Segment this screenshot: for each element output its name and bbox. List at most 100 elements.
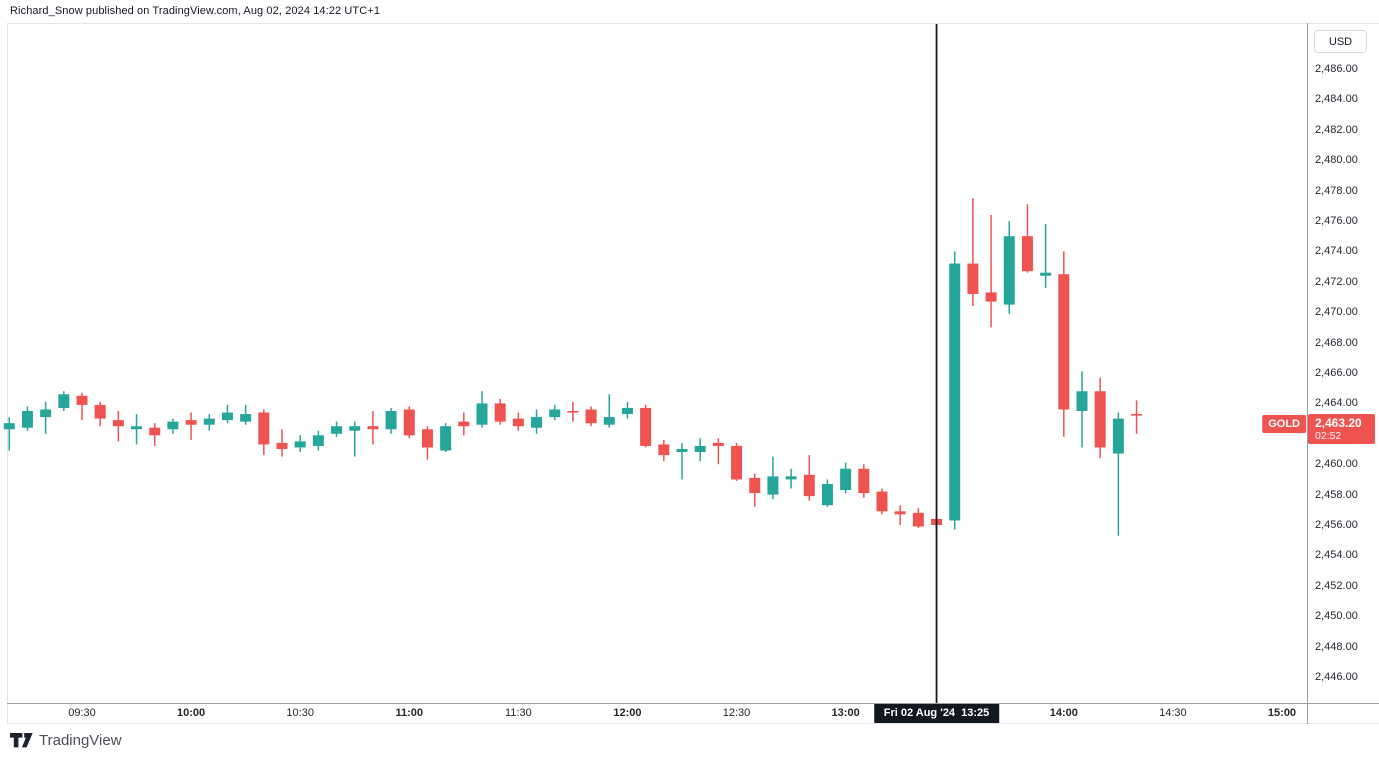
time-tick-label: 14:30 [1159,707,1187,719]
price-tick-label: 2,486.00 [1315,63,1358,75]
price-axis[interactable]: 2,486.00 2,484.00 2,482.00 2,480.00 2,478.00… [1308,24,1379,703]
candle-body [531,417,543,428]
candle-body [21,411,33,428]
tradingview-logo-link[interactable]: TradingView [10,732,122,749]
candle-body [821,483,833,506]
candle-body [258,412,270,445]
candle-body [149,427,161,436]
candle-body [221,412,233,421]
price-tick-label: 2,456.00 [1315,519,1358,531]
candle-body [858,468,870,494]
candle-body [512,418,524,427]
candle-body [294,441,306,448]
time-tick-label: 10:30 [286,707,314,719]
candle-body [1040,272,1052,276]
time-tick-label: 12:30 [722,707,751,719]
crosshair-time-label: Fri 02 Aug '24 13:25 [873,704,1000,723]
price-tick-label: 2,484.00 [1315,93,1358,106]
tradingview-brand-text: TradingView [39,732,122,749]
candle-body [240,414,252,422]
price-tick-label: 2,448.00 [1315,640,1358,653]
candle-body [1021,236,1033,272]
candle-body [185,420,197,425]
price-tick-label: 2,474.00 [1315,245,1358,258]
candle-body [203,418,215,425]
candle-body [367,426,379,430]
time-tick-label: 11:30 [505,707,532,719]
price-tick-label: 2,480.00 [1315,154,1358,167]
time-tick-label: 13:00 [831,707,860,719]
last-price-label: 2,463.20 02:52 [1308,413,1375,444]
candle-body [640,407,652,446]
candle-body [40,409,52,418]
price-tick-label: 2,468.00 [1315,336,1358,349]
candle-body [1076,391,1088,411]
symbol-tag: GOLD [1262,414,1306,433]
candle-body [712,442,724,446]
candle-body [876,491,888,512]
chart-frame-left [7,23,8,724]
candle-body [603,417,615,425]
candle-body [167,421,179,430]
candle-body [494,403,506,422]
time-axis[interactable]: 09:30 10:00 10:30 11:00 11:30 12:00 12:30 13:00… [7,704,1307,723]
time-tick-label: 11:00 [395,707,424,719]
price-tick-label: 2,446.00 [1315,671,1358,683]
candle-body [131,426,143,430]
time-tick-label: 15:00 [1267,707,1297,719]
price-tick-label: 2,478.00 [1315,184,1358,197]
candle-body [749,477,761,494]
candle-body [1112,418,1124,454]
candle-body [403,409,415,436]
candle-body [585,409,597,424]
candle-body [440,426,452,451]
candle-body [967,263,979,294]
time-tick-label: 10:00 [177,707,206,719]
price-tick-label: 2,460.00 [1315,458,1358,471]
candle-body [549,409,561,418]
candle-body [567,411,579,413]
candle-body [767,476,779,495]
candle-body [658,444,670,456]
attribution-text: Richard_Snow published on TradingView.co… [10,5,381,17]
candle-body [312,435,324,446]
currency-button[interactable]: USD [1314,30,1367,53]
candle-body [421,429,433,448]
bar-countdown: 02:52 [1315,429,1342,442]
candle-body [76,395,88,405]
candle-body [112,420,124,427]
price-tick-label: 2,454.00 [1315,549,1358,562]
candle-body [949,263,961,521]
time-tick-label: 14:00 [1049,707,1078,719]
candle-body [58,394,70,408]
candle-body [476,403,488,425]
candle-body [840,468,852,491]
price-tick-label: 2,476.00 [1315,215,1358,227]
candle-body [694,445,706,453]
price-tick-label: 2,466.00 [1315,367,1358,379]
candle-body [458,421,470,427]
candle-body [985,292,997,302]
price-tick-label: 2,450.00 [1315,610,1358,623]
price-tick-label: 2,452.00 [1315,579,1358,592]
candle-body [676,449,688,453]
candle-body [349,426,361,431]
time-tick-label: 12:00 [613,707,642,719]
price-tick-label: 2,458.00 [1315,488,1358,501]
candle-body [894,511,906,515]
candle-body [276,442,288,449]
price-tick-label: 2,470.00 [1315,306,1358,319]
price-axis-divider [1307,23,1308,724]
candle-body [331,426,343,434]
candle-body [621,407,633,415]
time-tick-label: 09:30 [68,707,96,719]
chart-frame-top [7,23,1379,24]
candle-body [1003,236,1015,305]
candle-body [731,445,743,480]
last-price-value: 2,463.20 [1315,415,1362,430]
candle-body [385,411,397,430]
candle-body [94,404,106,419]
candle-body [1058,274,1070,410]
